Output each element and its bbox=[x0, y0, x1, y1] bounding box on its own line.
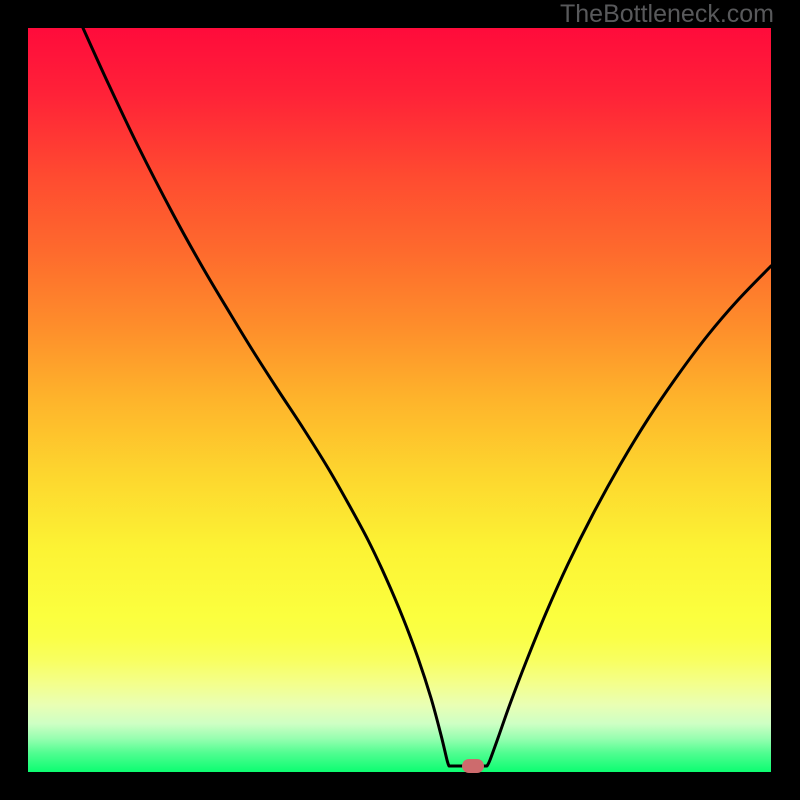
gradient-background bbox=[28, 28, 771, 772]
plot-area bbox=[28, 28, 771, 772]
watermark-text: TheBottleneck.com bbox=[560, 0, 774, 29]
optimum-marker bbox=[462, 759, 484, 773]
chart-frame: TheBottleneck.com bbox=[0, 0, 800, 800]
